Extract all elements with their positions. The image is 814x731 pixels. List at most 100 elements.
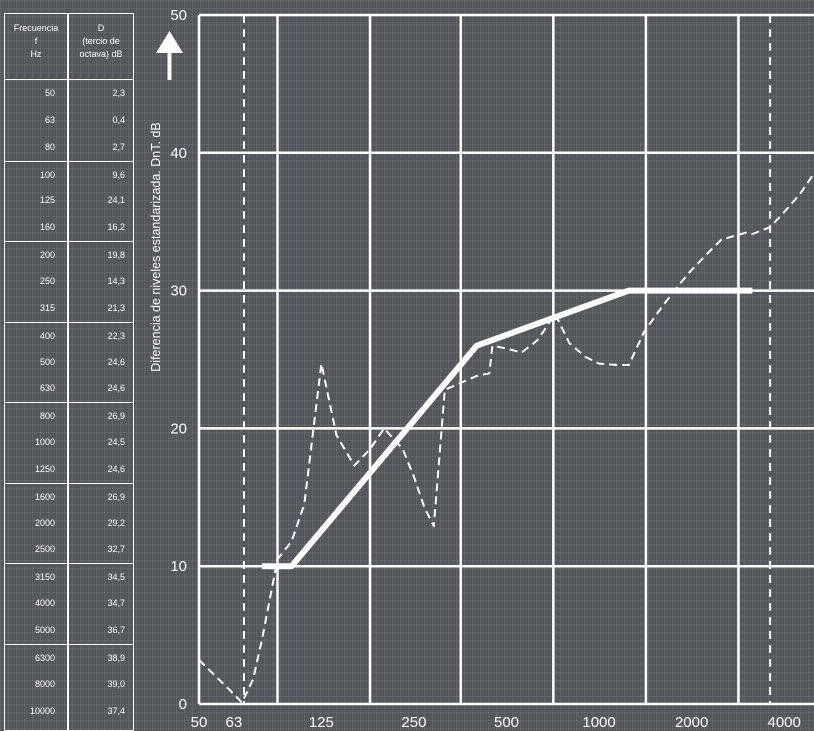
- frequency-cell: 250: [39, 275, 55, 286]
- x-tick-label: 63: [226, 714, 243, 731]
- table-row: 5000 36,7: [5, 617, 133, 644]
- frequency-cell: 800: [39, 411, 55, 422]
- table-row: 50 2,3: [5, 80, 133, 107]
- table-row: 6300 38,9: [5, 643, 133, 672]
- x-tick-label: 125: [309, 714, 334, 731]
- axis-labels: 0 10 20 30 40 50 50 63 125 250 500 1000 2000 4000: [170, 7, 801, 731]
- frequency-table: Frecuencia f Hz D (tercio de octava) dB …: [4, 13, 134, 731]
- difference-cell: 0,4: [112, 114, 125, 125]
- table-row: 1250 24,6: [5, 456, 133, 483]
- table-row: 400 22,3: [5, 321, 133, 350]
- header-d: D (tercio de octava) dB: [67, 22, 135, 61]
- table-column-divider: [67, 14, 69, 730]
- header-frequency: Frecuencia f Hz: [5, 22, 67, 61]
- frequency-cell: 10000: [29, 705, 55, 716]
- header-frequency-line: Hz: [30, 49, 42, 59]
- table-row: 2500 32,7: [5, 536, 133, 563]
- table-row: 80 2,7: [5, 134, 133, 161]
- table-header: Frecuencia f Hz D (tercio de octava) dB: [5, 14, 133, 80]
- frequency-cell: 6300: [34, 652, 55, 663]
- x-tick-label: 250: [401, 714, 426, 731]
- difference-cell: 16,2: [107, 222, 125, 233]
- up-arrow-icon: [156, 31, 183, 80]
- table-row: 2000 29,2: [5, 510, 133, 537]
- frequency-cell: 8000: [34, 678, 55, 689]
- series-line-measured: [198, 172, 814, 704]
- table-row: 125 24,1: [5, 187, 133, 214]
- difference-cell: 29,2: [107, 517, 125, 528]
- frequency-cell: 160: [39, 222, 55, 233]
- frequency-cell: 100: [39, 169, 55, 180]
- grid: [197, 13, 814, 706]
- difference-cell: 38,9: [107, 652, 125, 663]
- difference-cell: 24,5: [107, 437, 125, 448]
- table-row: 630 24,6: [5, 375, 133, 402]
- difference-cell: 36,7: [107, 625, 125, 635]
- table-row: 63 0,4: [5, 107, 133, 134]
- header-d-line: D: [97, 23, 105, 33]
- difference-cell: 26,9: [107, 411, 125, 422]
- frequency-cell: 1000: [34, 437, 55, 448]
- difference-cell: 32,7: [107, 544, 125, 555]
- x-tick-label: 500: [494, 714, 519, 731]
- difference-cell: 21,3: [107, 302, 125, 313]
- y-tick-label: 50: [170, 7, 187, 24]
- series-line-reference: [261, 287, 753, 570]
- difference-cell: 24,6: [107, 383, 125, 394]
- difference-cell: 14,3: [107, 275, 125, 286]
- table-row: 1000 24,5: [5, 429, 133, 456]
- frequency-cell: 50: [44, 88, 55, 98]
- frequency-cell: 1600: [34, 491, 55, 502]
- difference-cell: 34,5: [107, 572, 125, 583]
- header-frequency-line: f: [34, 36, 38, 46]
- difference-cell: 37,4: [107, 705, 125, 716]
- reference-lines: [242, 15, 772, 704]
- difference-cell: 24,1: [107, 195, 125, 206]
- frequency-cell: 500: [39, 356, 55, 367]
- frequency-cell: 125: [39, 195, 55, 206]
- table-row: 100 9,6: [5, 160, 133, 189]
- frequency-cell: 200: [39, 250, 55, 261]
- y-tick-label: 40: [170, 145, 187, 162]
- y-tick-label: 0: [179, 696, 187, 713]
- table-row: 3150 34,5: [5, 563, 133, 591]
- table-row: 160 16,2: [5, 214, 133, 241]
- x-tick-label: 2000: [675, 714, 708, 731]
- y-axis-label: Diferencia de niveles estandarizada. DnT…: [149, 122, 163, 371]
- x-tick-label: 1000: [582, 714, 615, 731]
- difference-cell: 2,7: [112, 141, 125, 152]
- frequency-cell: 315: [39, 302, 55, 313]
- frequency-cell: 630: [39, 383, 55, 394]
- difference-cell: 39,0: [107, 678, 125, 689]
- table-row: 800 26,9: [5, 402, 133, 430]
- frequency-cell: 4000: [34, 598, 55, 609]
- table-row: 200 19,8: [5, 241, 133, 269]
- header-d-line: (tercio de: [82, 36, 120, 46]
- frequency-cell: 1250: [34, 463, 55, 474]
- difference-cell: 22,3: [107, 330, 125, 341]
- frequency-cell: 2000: [34, 517, 55, 528]
- table-row: 4000 34,7: [5, 590, 133, 617]
- table-row: 315 21,3: [5, 295, 133, 322]
- frequency-cell: 400: [39, 330, 55, 341]
- header-d-line: octava) dB: [79, 49, 123, 59]
- difference-cell: 2,3: [112, 88, 125, 98]
- header-frequency-line: Frecuencia: [13, 23, 59, 33]
- y-tick-label: 30: [170, 283, 187, 300]
- table-row: 10000 37,4: [5, 698, 133, 725]
- table-row: 250 14,3: [5, 268, 133, 295]
- y-tick-label: 20: [170, 420, 187, 437]
- difference-cell: 19,8: [107, 250, 125, 261]
- frequency-cell: 3150: [34, 572, 55, 583]
- difference-cell: 9,6: [112, 169, 125, 180]
- table-row: 500 24,6: [5, 349, 133, 376]
- frequency-cell: 5000: [34, 625, 55, 635]
- y-tick-label: 10: [170, 558, 187, 575]
- frequency-cell: 63: [44, 114, 55, 125]
- frequency-cell: 2500: [34, 544, 55, 555]
- x-tick-label: 4000: [768, 714, 801, 731]
- difference-cell: 34,7: [107, 598, 125, 609]
- frequency-cell: 80: [44, 141, 55, 152]
- difference-cell: 24,6: [107, 356, 125, 367]
